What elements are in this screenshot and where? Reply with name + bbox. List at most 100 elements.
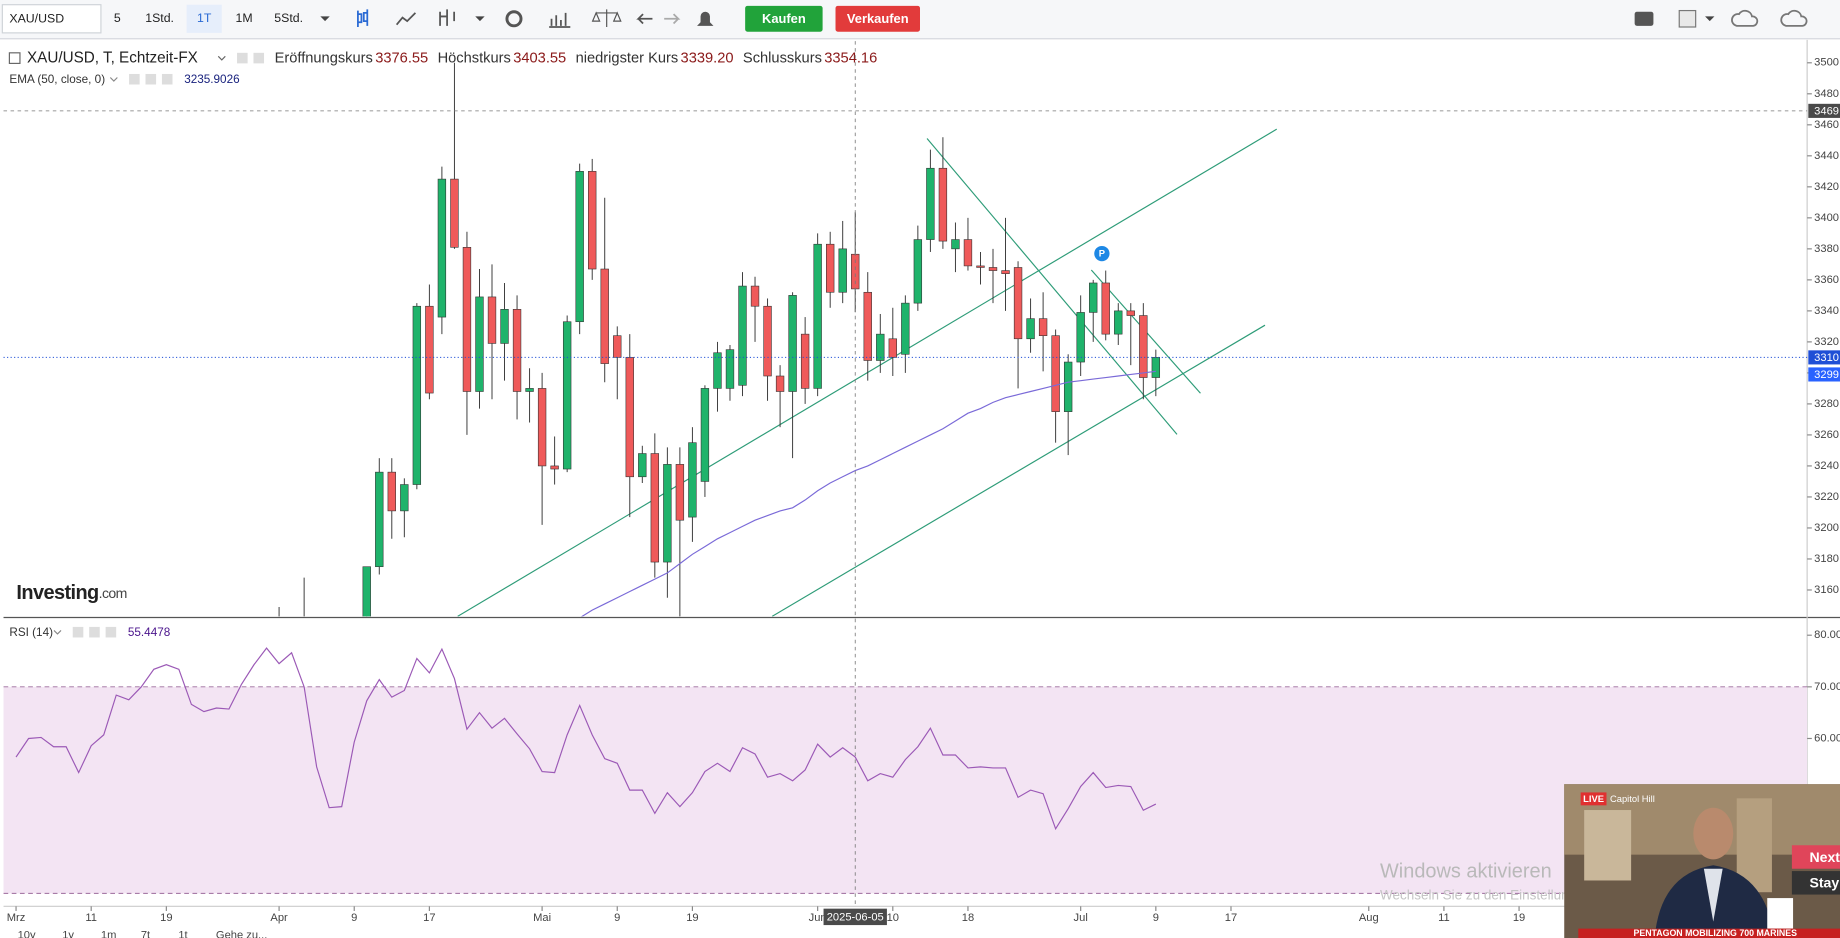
video-location: Capitol Hill [1610, 794, 1655, 804]
candle-body [1063, 361, 1073, 412]
legend-icon[interactable] [161, 73, 173, 85]
interval-button[interactable]: 1T [197, 11, 212, 25]
video-overlay[interactable]: LIVE Capitol Hill Next Stay PENTAGON MOB… [1564, 784, 1840, 938]
ohlc-value: 3403.55 [513, 51, 566, 67]
dropdown-icon[interactable] [320, 16, 330, 22]
y-tick-label: 3420 [1814, 181, 1839, 193]
candle-body [951, 239, 960, 250]
dropdown-icon[interactable] [217, 55, 226, 61]
range-button[interactable]: 1t [178, 930, 188, 938]
y-tick-label: 3340 [1814, 305, 1839, 317]
cloud-load-icon[interactable] [1731, 9, 1759, 27]
crosshair-y-box [1808, 103, 1840, 118]
draw-icon[interactable] [439, 9, 456, 26]
buy-button[interactable] [745, 5, 823, 32]
layout-icon[interactable] [1678, 9, 1697, 28]
candle-body [1026, 318, 1035, 340]
candle-body [963, 239, 973, 267]
active-interval-bg [186, 4, 222, 33]
indicator-icon[interactable] [395, 12, 417, 26]
candle-body [1151, 357, 1161, 378]
x-tick-label: 9 [351, 912, 357, 924]
interval-button[interactable]: 5 [114, 11, 121, 25]
sell-label[interactable]: Verkaufen [847, 11, 909, 26]
candle-body [738, 285, 747, 386]
candle-body [813, 243, 822, 389]
dropdown-icon[interactable] [109, 77, 118, 82]
range-button[interactable]: 10y [18, 930, 36, 938]
dropdown-icon[interactable] [53, 630, 62, 635]
compare-icon[interactable] [591, 9, 622, 28]
candle-body [1038, 318, 1048, 336]
position-marker[interactable] [1094, 245, 1110, 262]
range-button[interactable]: 1y [62, 930, 74, 938]
candle-type-icon[interactable] [357, 9, 369, 28]
candle-body [788, 295, 797, 392]
price-marker-box [1808, 367, 1840, 382]
dropdown-icon[interactable] [1705, 16, 1715, 22]
video-column [1584, 810, 1632, 881]
x-tick-label: Mai [533, 912, 551, 924]
buy-label[interactable]: Kaufen [762, 11, 806, 26]
candle-body [575, 171, 584, 323]
legend-icon[interactable] [253, 52, 265, 64]
crosshair-y-label: 3469 [1814, 105, 1839, 117]
legend-icon[interactable] [129, 73, 140, 85]
next-label[interactable]: Next [1809, 849, 1840, 865]
candle-body [487, 296, 497, 344]
volume-icon[interactable] [549, 12, 571, 28]
screenshot-icon[interactable] [1634, 11, 1654, 26]
range-button[interactable]: 1m [101, 930, 116, 938]
candle-body [300, 632, 308, 661]
next-button[interactable] [1791, 845, 1840, 869]
undo-icon[interactable] [636, 13, 653, 25]
stay-label[interactable]: Stay [1809, 875, 1839, 891]
x-tick-label: 18 [962, 912, 974, 924]
candle-body [1126, 310, 1135, 316]
candle-body [1139, 315, 1148, 378]
instrument-label: XAU/USD, T, Echtzeit-FX [27, 50, 198, 67]
interval-button[interactable]: 1M [236, 11, 253, 25]
sell-button[interactable] [835, 5, 920, 32]
legend-icon[interactable] [105, 626, 117, 638]
legend-icon[interactable] [145, 73, 157, 85]
ohlc-label: Eröffnungskurs [275, 51, 373, 67]
rsi-value: 55.4478 [128, 626, 171, 639]
candle-body [863, 291, 872, 361]
legend-icon[interactable] [89, 626, 100, 638]
video-ticker-bar [1578, 928, 1840, 938]
dropdown-icon[interactable] [475, 16, 485, 22]
legend-icon[interactable] [72, 626, 84, 638]
symbol-input[interactable] [1, 4, 102, 34]
toolbar: XAU/USD 5 1Std. 1T 1M 5Std. Kaufen Verka… [0, 0, 1840, 40]
candle-body [888, 338, 897, 358]
alert-icon[interactable] [697, 11, 714, 26]
settings-icon[interactable] [505, 10, 523, 28]
candle-body [400, 484, 409, 512]
axes: 80.00 70.00 60.00 3160 3180 3200 3220 3240 3260 3… [7, 57, 1840, 924]
symbol[interactable]: XAU/USD [9, 12, 64, 26]
redo-icon[interactable] [664, 13, 681, 25]
x-tick-label: 19 [160, 912, 172, 924]
candle-body [1013, 267, 1023, 340]
cloud-save-icon[interactable] [1780, 9, 1808, 27]
candle-body [688, 442, 697, 518]
logo: Investing.com [16, 582, 126, 604]
y-tick-label: 80.00 [1814, 629, 1840, 641]
trend-line [926, 138, 1178, 435]
x-tick-label: Jul [1074, 912, 1088, 924]
interval-button[interactable]: 1Std. [145, 11, 174, 25]
rsi-legend: RSI (14) [9, 626, 53, 639]
goto-button[interactable]: Gehe zu... [216, 930, 267, 938]
candle-body [512, 309, 522, 392]
range-button[interactable]: 7t [141, 930, 151, 938]
interval-button[interactable]: 5Std. [274, 11, 303, 25]
y-tick-label: 3320 [1814, 336, 1839, 348]
stay-button[interactable] [1791, 871, 1840, 895]
collapse-icon[interactable] [8, 52, 21, 64]
legend-icon[interactable] [237, 52, 248, 64]
live-label: LIVE [1583, 794, 1604, 804]
x-tick-label: Apr [270, 912, 288, 924]
y-tick-label: 3180 [1814, 553, 1839, 565]
